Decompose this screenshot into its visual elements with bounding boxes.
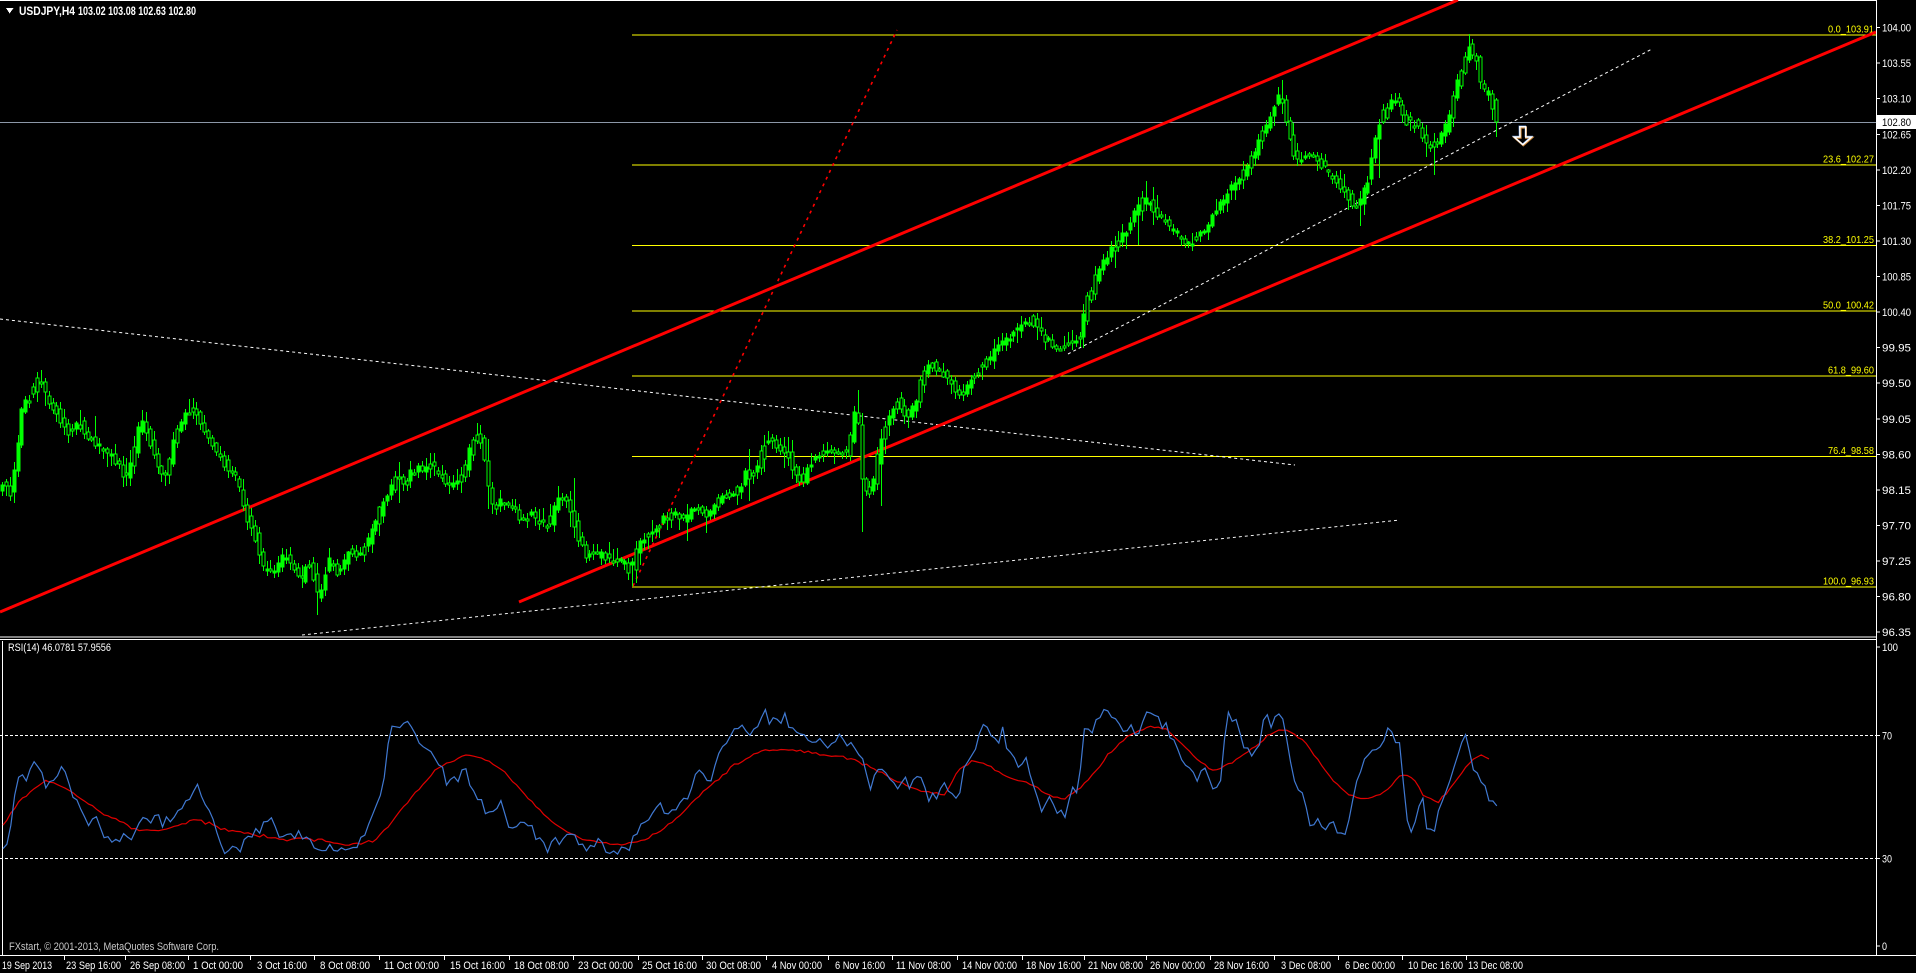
- svg-text:21 Nov 08:00: 21 Nov 08:00: [1088, 960, 1143, 972]
- svg-text:6 Dec 00:00: 6 Dec 00:00: [1345, 960, 1395, 972]
- svg-text:30: 30: [1882, 854, 1892, 866]
- svg-text:101.75: 101.75: [1882, 200, 1911, 212]
- svg-text:102.80: 102.80: [1882, 117, 1911, 129]
- svg-text:99.50: 99.50: [1882, 378, 1911, 390]
- svg-text:23.6_102.27: 23.6_102.27: [1823, 153, 1874, 165]
- svg-text:101.30: 101.30: [1882, 236, 1911, 248]
- svg-text:3 Oct 16:00: 3 Oct 16:00: [257, 960, 307, 972]
- svg-text:70: 70: [1882, 731, 1892, 743]
- svg-text:23 Sep 16:00: 23 Sep 16:00: [66, 960, 121, 972]
- svg-text:26 Nov 00:00: 26 Nov 00:00: [1150, 960, 1205, 972]
- svg-text:100.0_96.93: 100.0_96.93: [1823, 576, 1874, 588]
- svg-text:18 Oct 08:00: 18 Oct 08:00: [514, 960, 569, 972]
- svg-text:96.35: 96.35: [1882, 627, 1911, 639]
- svg-text:99.95: 99.95: [1882, 343, 1911, 355]
- svg-text:30 Oct 08:00: 30 Oct 08:00: [706, 960, 761, 972]
- svg-text:102.65: 102.65: [1882, 129, 1911, 141]
- svg-text:11 Nov 08:00: 11 Nov 08:00: [896, 960, 951, 972]
- svg-text:28 Nov 16:00: 28 Nov 16:00: [1214, 960, 1269, 972]
- svg-text:100.40: 100.40: [1882, 307, 1911, 319]
- svg-text:0.0_103.91: 0.0_103.91: [1828, 24, 1874, 36]
- svg-text:97.70: 97.70: [1882, 520, 1911, 532]
- svg-text:38.2_101.25: 38.2_101.25: [1823, 234, 1874, 246]
- svg-text:13 Dec 08:00: 13 Dec 08:00: [1468, 960, 1523, 972]
- svg-text:103.55: 103.55: [1882, 58, 1911, 70]
- svg-text:61.8_99.60: 61.8_99.60: [1828, 364, 1874, 376]
- svg-text:104.00: 104.00: [1882, 23, 1911, 35]
- svg-text:100: 100: [1882, 642, 1898, 654]
- svg-text:26 Sep 08:00: 26 Sep 08:00: [130, 960, 185, 972]
- svg-text:76.4_98.58: 76.4_98.58: [1828, 445, 1874, 457]
- svg-text:99.05: 99.05: [1882, 414, 1911, 426]
- svg-text:3 Dec 08:00: 3 Dec 08:00: [1281, 960, 1331, 972]
- svg-text:19 Sep 2013: 19 Sep 2013: [2, 960, 52, 972]
- svg-text:25 Oct 16:00: 25 Oct 16:00: [642, 960, 697, 972]
- svg-text:96.80: 96.80: [1882, 592, 1911, 604]
- svg-text:97.25: 97.25: [1882, 556, 1911, 568]
- svg-text:RSI(14) 46.0781 57.9556: RSI(14) 46.0781 57.9556: [8, 642, 111, 654]
- svg-text:USDJPY,H4: USDJPY,H4: [19, 6, 76, 18]
- svg-text:10 Dec 16:00: 10 Dec 16:00: [1408, 960, 1463, 972]
- svg-text:4 Nov 00:00: 4 Nov 00:00: [772, 960, 822, 972]
- svg-text:15 Oct 16:00: 15 Oct 16:00: [450, 960, 505, 972]
- svg-text:0: 0: [1882, 941, 1887, 953]
- svg-text:14 Nov 00:00: 14 Nov 00:00: [962, 960, 1017, 972]
- svg-text:100.85: 100.85: [1882, 272, 1911, 284]
- svg-text:11 Oct 00:00: 11 Oct 00:00: [384, 960, 439, 972]
- svg-text:1 Oct 00:00: 1 Oct 00:00: [193, 960, 243, 972]
- svg-text:8 Oct 08:00: 8 Oct 08:00: [320, 960, 370, 972]
- svg-text:6 Nov 16:00: 6 Nov 16:00: [835, 960, 885, 972]
- svg-text:103.10: 103.10: [1882, 94, 1911, 106]
- svg-text:FXstart, © 2001-2013, MetaQuot: FXstart, © 2001-2013, MetaQuotes Softwar…: [9, 941, 219, 953]
- svg-text:98.60: 98.60: [1882, 449, 1911, 461]
- svg-text:98.15: 98.15: [1882, 485, 1911, 497]
- svg-text:23 Oct 00:00: 23 Oct 00:00: [578, 960, 633, 972]
- svg-text:102.20: 102.20: [1882, 165, 1911, 177]
- svg-text:103.02 103.08 102.63 102.80: 103.02 103.08 102.63 102.80: [78, 6, 196, 18]
- svg-text:50.0_100.42: 50.0_100.42: [1823, 300, 1874, 312]
- svg-text:18 Nov 16:00: 18 Nov 16:00: [1026, 960, 1081, 972]
